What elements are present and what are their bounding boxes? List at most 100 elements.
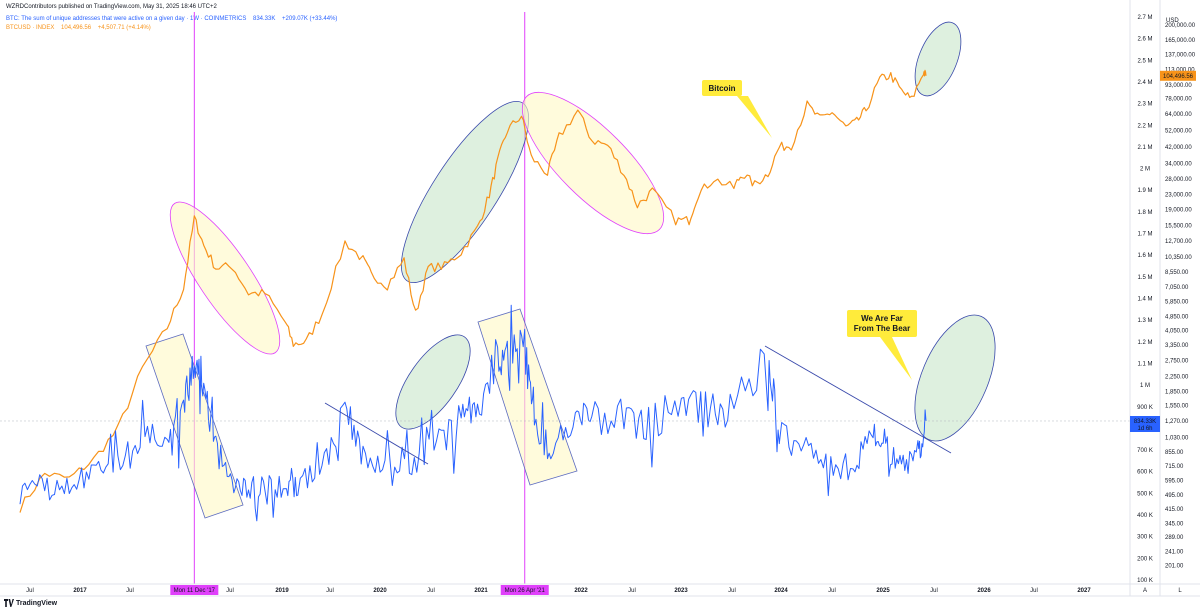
- time-axis-marker-badge: [500, 585, 549, 595]
- time-axis-label: 2021: [474, 588, 488, 594]
- left-scale-label: 100 K: [1137, 578, 1153, 584]
- time-axis-marker-label: Mon 26 Apr '21: [505, 588, 546, 594]
- addr-badge-subtext: 1d 6h: [1137, 426, 1152, 432]
- price-scale-label: 1,850.00: [1165, 390, 1189, 396]
- legend-addresses-value: 834.33K: [253, 16, 276, 22]
- price-scale-label: 4,850.00: [1165, 314, 1189, 320]
- price-scale-label: 19,000.00: [1165, 207, 1192, 213]
- price-badge: [1160, 70, 1196, 81]
- left-scale-label: 700 K: [1137, 448, 1153, 454]
- time-axis-label: Jul: [427, 588, 435, 594]
- time-axis-label: Jul: [1030, 588, 1038, 594]
- legend-btcusd[interactable]: BTCUSD · INDEX 104,496.56 +4,507.71 (+4.…: [6, 24, 156, 32]
- time-axis-label: 2017: [73, 588, 87, 594]
- trendline-2024: [764, 345, 952, 454]
- tradingview-brand: TradingView: [16, 599, 58, 607]
- legend-addresses-change: +209.07K (+33.44%): [282, 16, 338, 22]
- log-scale-button: L: [1178, 588, 1182, 594]
- publisher-line: WZRDContributors published on TradingVie…: [6, 3, 222, 11]
- price-scale-label: 28,000.00: [1165, 177, 1192, 183]
- price-scale-label: 64,000.00: [1165, 112, 1192, 118]
- price-scale-label: 855.00: [1165, 450, 1184, 456]
- left-scale-label: 1.5 M: [1137, 275, 1152, 281]
- left-scale-label: 1.2 M: [1137, 340, 1152, 346]
- price-scale-label: 7,050.00: [1165, 285, 1189, 291]
- trendline-2019: [324, 402, 429, 465]
- left-scale-label: 1.6 M: [1137, 253, 1152, 259]
- left-scale-label: 900 K: [1137, 405, 1153, 411]
- price-scale-label: 34,000.00: [1165, 162, 1192, 168]
- bear-ellipse-2018: [169, 201, 281, 355]
- price-scale-label: 1,030.00: [1165, 436, 1189, 442]
- left-scale-label: 2.4 M: [1137, 80, 1152, 86]
- price-scale-label: 12,700.00: [1165, 239, 1192, 245]
- price-scale-label: 10,350.00: [1165, 255, 1192, 261]
- bear-callout-box: [847, 310, 917, 337]
- price-scale-label: 345.00: [1165, 521, 1184, 527]
- time-axis-label: 2027: [1077, 588, 1091, 594]
- price-scale-label: 8,550.00: [1165, 270, 1189, 276]
- legend-btcusd-title: BTCUSD · INDEX: [6, 25, 55, 31]
- bitcoin-callout-pointer: [737, 96, 772, 138]
- time-axis-label: Jul: [126, 588, 134, 594]
- time-axis-label: 2019: [275, 588, 289, 594]
- left-scale-label: 1 M: [1140, 383, 1150, 389]
- price-scale-label: 113,000.00: [1165, 68, 1195, 74]
- addr-badge: [1130, 415, 1160, 432]
- left-scale-label: 2.1 M: [1137, 145, 1152, 151]
- time-axis-label: 2023: [674, 588, 688, 594]
- price-scale-label: 137,000.00: [1165, 53, 1196, 59]
- left-scale-label: 500 K: [1137, 491, 1153, 497]
- bear-callout-text: From The Bear: [854, 324, 910, 333]
- price-scale-label: 2,750.00: [1165, 359, 1189, 365]
- time-axis-marker-label: Mon 11 Dec '17: [174, 588, 216, 594]
- left-scale-label: 2.2 M: [1137, 123, 1152, 129]
- price-scale-label: 715.00: [1165, 464, 1184, 470]
- price-scale-label: 52,000.00: [1165, 128, 1192, 134]
- price-scale-label: 2,250.00: [1165, 374, 1189, 380]
- left-scale-label: 2.5 M: [1137, 58, 1152, 64]
- btcusd-price-line[interactable]: [19, 69, 927, 513]
- left-scale-label: 1.7 M: [1137, 232, 1152, 238]
- price-scale-label: 495.00: [1165, 493, 1184, 499]
- addr-badge-text: 834.33K: [1134, 419, 1156, 425]
- price-scale-label: 289.00: [1165, 535, 1184, 541]
- time-axis-label: 2020: [373, 588, 387, 594]
- left-scale-label: 1.4 M: [1137, 297, 1152, 303]
- target-ellipse-price: [914, 21, 962, 97]
- time-axis-label: 2024: [774, 588, 788, 594]
- left-scale-label: 300 K: [1137, 535, 1153, 541]
- left-scale-label: 2.7 M: [1137, 15, 1152, 21]
- publisher-text: WZRDContributors published on TradingVie…: [6, 4, 217, 10]
- time-axis-label: Jul: [828, 588, 836, 594]
- tradingview-logo-icon: [4, 599, 14, 607]
- bitcoin-callout-box: [702, 80, 742, 96]
- time-axis-label: Jul: [628, 588, 636, 594]
- time-axis-label: Jul: [930, 588, 938, 594]
- price-badge-text: 104,496.56: [1163, 74, 1194, 80]
- price-scale-label: 4,050.00: [1165, 328, 1189, 334]
- active-addresses-line[interactable]: [19, 304, 927, 522]
- left-scale-label: 1.9 M: [1137, 188, 1152, 194]
- price-scale-label: 241.00: [1165, 549, 1184, 555]
- price-scale-label: 78,000.00: [1165, 97, 1192, 103]
- left-scale-label: 1.3 M: [1137, 318, 1152, 324]
- addr-ellipse-2021: [395, 334, 471, 430]
- bitcoin-callout-text: Bitcoin: [708, 84, 735, 93]
- price-scale-label: 3,350.00: [1165, 343, 1189, 349]
- price-scale-label: 5,850.00: [1165, 300, 1189, 306]
- price-scale-label: 595.00: [1165, 479, 1184, 485]
- tradingview-footer[interactable]: TradingView: [4, 599, 57, 607]
- time-axis-label: Jul: [326, 588, 334, 594]
- left-scale-label: 200 K: [1137, 556, 1153, 562]
- legend-btcusd-change: +4,507.71 (+4.14%): [97, 25, 151, 31]
- legend-addresses[interactable]: BTC: The sum of unique addresses that we…: [6, 15, 342, 23]
- bear-callout-text: We Are Far: [861, 314, 903, 323]
- left-scale-label: 2.6 M: [1137, 37, 1152, 43]
- auto-scale-button: A: [1143, 588, 1147, 594]
- bear-ellipse-2022: [521, 91, 665, 235]
- time-axis-marker-badge: [170, 585, 219, 595]
- legend-btcusd-value: 104,496.56: [61, 25, 92, 31]
- price-scale-label: 201.00: [1165, 564, 1184, 570]
